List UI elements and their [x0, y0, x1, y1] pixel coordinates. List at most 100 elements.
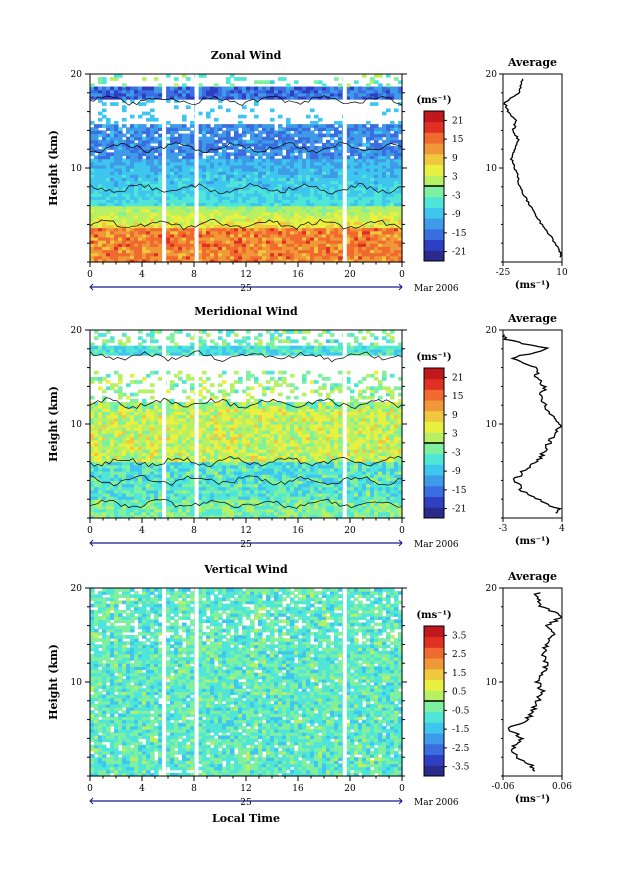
heatmap-cell [110, 471, 115, 475]
profile-x-tick-label: 10 [556, 268, 568, 278]
heatmap-cell [102, 211, 107, 216]
heatmap-cell [318, 89, 323, 94]
heatmap-cell [150, 486, 155, 491]
heatmap-cell [258, 246, 263, 251]
heatmap-cell [290, 139, 295, 144]
heatmap-cell [294, 168, 299, 172]
heatmap-cell [106, 430, 111, 434]
heatmap-cell [138, 183, 143, 188]
heatmap-cell [226, 252, 231, 257]
heatmap-cell [218, 155, 223, 160]
heatmap-cell [142, 183, 147, 188]
heatmap-cell [246, 180, 251, 185]
heatmap-cell [130, 480, 135, 485]
heatmap-cell [118, 405, 123, 409]
heatmap-cell [234, 233, 239, 238]
heatmap-cell [126, 155, 131, 160]
heatmap-cell [122, 164, 127, 169]
heatmap-cell [314, 202, 319, 207]
heatmap-cell [358, 246, 363, 251]
heatmap-cell [90, 439, 95, 444]
heatmap-cell [266, 180, 271, 185]
heatmap-cell [218, 127, 223, 131]
heatmap-cell [306, 95, 311, 100]
heatmap-cell [110, 252, 115, 257]
heatmap-cell [206, 161, 211, 166]
heatmap-cell [110, 133, 115, 138]
heatmap-cell [398, 149, 403, 153]
heatmap-cell [158, 193, 163, 197]
heatmap-cell [170, 236, 175, 241]
heatmap-cell [158, 436, 163, 441]
heatmap-cell [382, 171, 387, 175]
heatmap-cell [114, 233, 119, 238]
heatmap-cell [118, 480, 123, 485]
heatmap-cell [338, 211, 343, 216]
heatmap-cell [390, 146, 395, 150]
heatmap-cell [298, 230, 303, 235]
heatmap-cell [286, 89, 291, 94]
heatmap-cell [102, 477, 107, 481]
heatmap-cell [150, 186, 155, 191]
heatmap-cell [246, 164, 251, 169]
heatmap-cell [90, 511, 95, 516]
heatmap-cell [90, 89, 95, 94]
heatmap-cell [90, 424, 95, 428]
heatmap-cell [190, 215, 195, 219]
heatmap-cell [90, 477, 95, 481]
heatmap-cell [230, 180, 235, 185]
heatmap-cell [270, 92, 275, 97]
heatmap-cell [146, 117, 151, 122]
heatmap-cell [158, 186, 163, 191]
heatmap-cell [370, 199, 375, 204]
heatmap-cell [150, 449, 155, 453]
heatmap-cell [358, 124, 363, 128]
heatmap-cell [102, 164, 107, 169]
heatmap-cell [326, 199, 331, 204]
heatmap-cell [326, 164, 331, 169]
heatmap-cell [374, 211, 379, 216]
heatmap-cell [290, 171, 295, 175]
heatmap-cell [98, 445, 103, 450]
heatmap-cell [102, 158, 107, 163]
heatmap-cell [122, 477, 127, 481]
heatmap-cell [154, 474, 159, 478]
heatmap-cell [122, 342, 127, 347]
heatmap-cell [234, 174, 239, 178]
heatmap-cell [154, 499, 159, 503]
heatmap-cell [102, 196, 107, 200]
heatmap-cell [126, 508, 131, 513]
heatmap-cell [190, 218, 195, 222]
heatmap-cell [146, 492, 151, 497]
heatmap-cell [298, 146, 303, 150]
heatmap-cell [122, 105, 127, 110]
heatmap-cell [338, 177, 343, 182]
heatmap-cell [98, 461, 103, 466]
heatmap-cell [334, 164, 339, 169]
heatmap-cell [134, 471, 139, 475]
heatmap-cell [354, 208, 359, 213]
heatmap-cell [114, 224, 119, 229]
heatmap-cell [158, 420, 163, 425]
heatmap-cell [130, 345, 135, 350]
heatmap-cell [306, 146, 311, 150]
heatmap-cell [138, 149, 143, 153]
heatmap-cell [174, 164, 179, 169]
heatmap-cell [138, 427, 143, 431]
heatmap-cell [98, 193, 103, 197]
heatmap-cell [210, 196, 215, 200]
heatmap-cell [398, 189, 403, 194]
heatmap-cell [190, 155, 195, 160]
heatmap-cell [234, 133, 239, 138]
heatmap-cell [266, 133, 271, 138]
heatmap-cell [90, 380, 95, 384]
heatmap-cell [394, 224, 399, 229]
heatmap-cell [302, 202, 307, 207]
heatmap-cell [110, 205, 115, 210]
heatmap-cell [118, 464, 123, 469]
heatmap-cell [394, 189, 399, 194]
heatmap-cell [110, 411, 115, 416]
heatmap-cell [166, 233, 171, 238]
heatmap-cell [350, 155, 355, 160]
heatmap-cell [258, 255, 263, 260]
